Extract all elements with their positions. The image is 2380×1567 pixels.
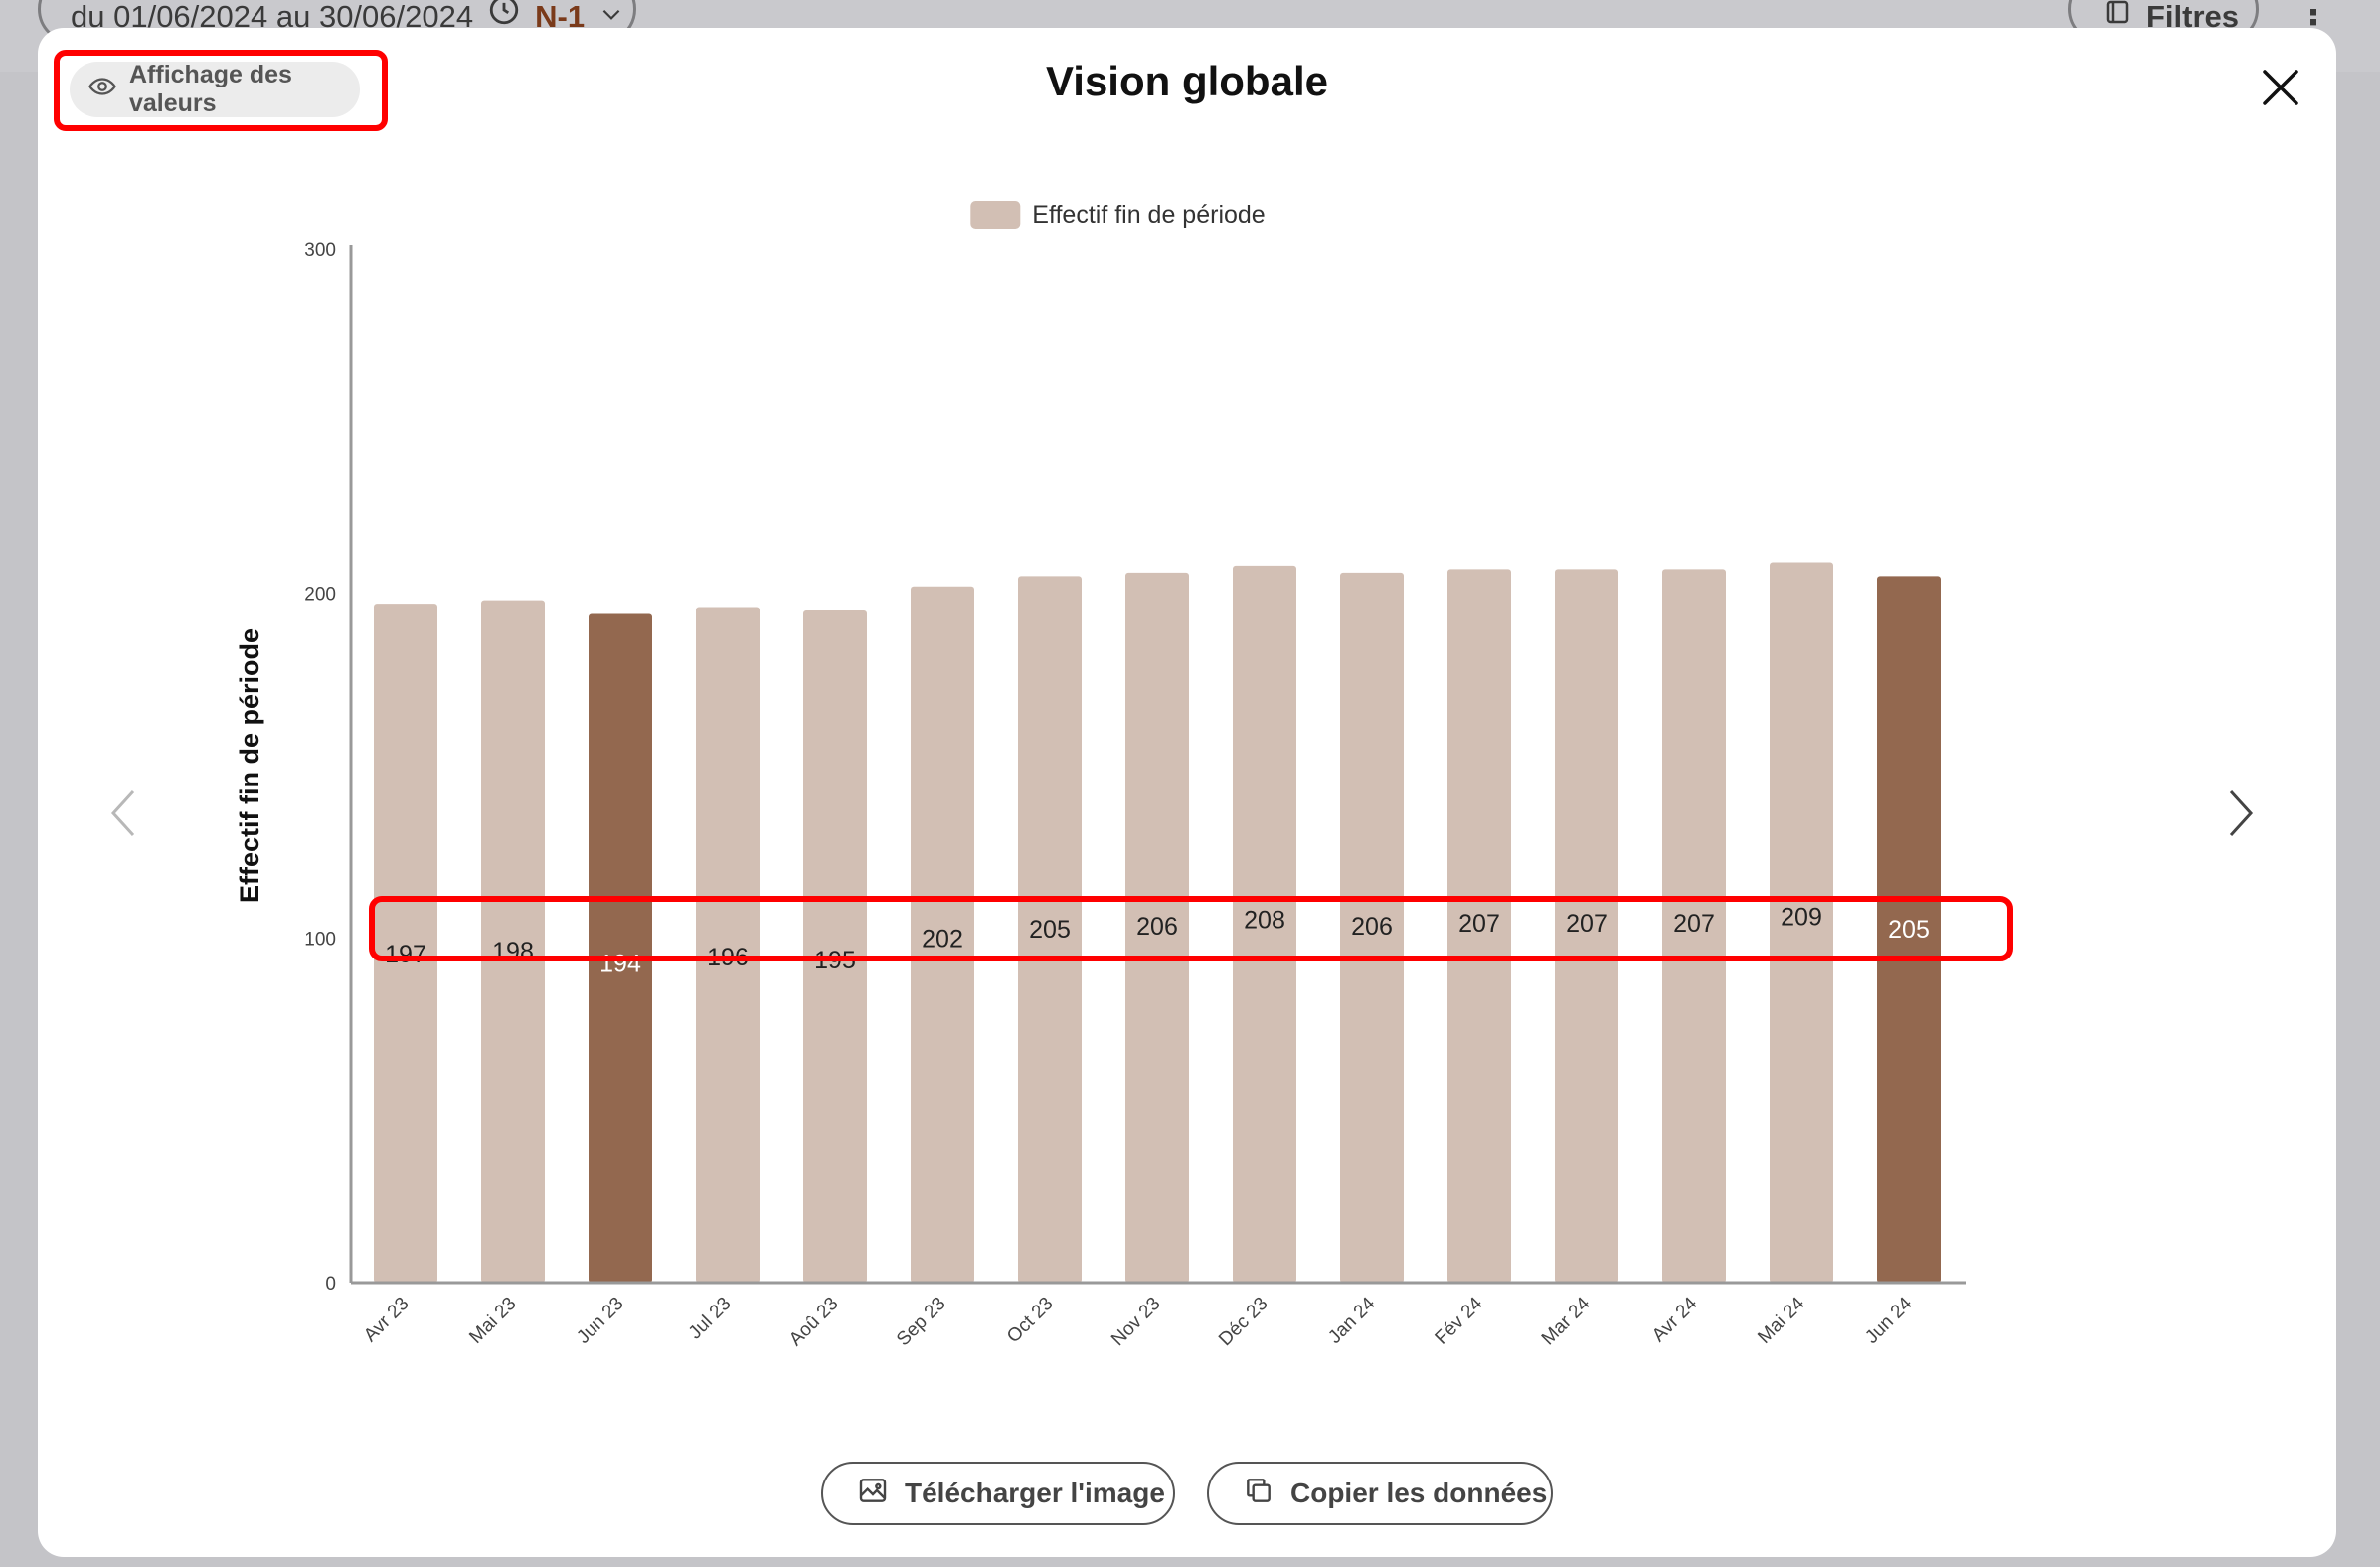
data-label: 207 [1566, 910, 1608, 938]
filter-icon [2103, 0, 2132, 35]
bar [1877, 576, 1941, 1283]
data-label: 202 [922, 925, 963, 953]
x-tick-label: Aoû 23 [785, 1294, 842, 1350]
bar [481, 600, 545, 1283]
chart-modal: Affichage des valeurs Vision globale Eff… [38, 28, 2336, 1557]
data-label: 197 [385, 941, 426, 968]
x-tick-label: Sep 23 [893, 1294, 949, 1350]
data-label: 207 [1458, 910, 1500, 938]
x-tick-label: Mar 24 [1538, 1293, 1595, 1349]
data-label: 205 [1029, 916, 1071, 944]
copy-data-label: Copier les données [1290, 1478, 1548, 1508]
image-icon [857, 1475, 889, 1513]
chevron-left-icon [110, 789, 135, 837]
date-range-selector[interactable]: du 01/06/2024 au 30/06/2024 N-1 [38, 0, 636, 44]
download-image-button[interactable]: Télécharger l'image [821, 1462, 1175, 1525]
x-tick-label: Mai 24 [1754, 1293, 1808, 1347]
x-tick-label: Jun 23 [573, 1294, 627, 1348]
data-label: 207 [1673, 910, 1715, 938]
close-button[interactable] [2255, 62, 2306, 113]
x-tick-label: Jun 24 [1861, 1293, 1916, 1347]
y-tick-label: 300 [304, 240, 336, 261]
data-label: 194 [599, 950, 641, 977]
bar-chart: Effectif fin de période Effectif fin de p… [235, 201, 2013, 1350]
values-display-toggle[interactable]: Affichage des valeurs [70, 61, 360, 117]
modal-title: Vision globale [1046, 58, 1328, 104]
y-tick-label: 0 [325, 1274, 336, 1295]
data-label: 206 [1351, 913, 1393, 941]
bar [696, 607, 760, 1283]
chevron-right-icon [2229, 789, 2254, 837]
bar [374, 604, 437, 1283]
data-label: 205 [1888, 916, 1930, 944]
download-image-label: Télécharger l'image [905, 1478, 1165, 1508]
bar [1340, 572, 1404, 1283]
x-tick-label: Avr 23 [360, 1294, 413, 1346]
copy-icon [1243, 1475, 1275, 1513]
bar [911, 586, 974, 1283]
data-label: 208 [1244, 907, 1285, 935]
copy-data-button[interactable]: Copier les données [1207, 1462, 1553, 1525]
data-label: 209 [1781, 904, 1822, 932]
bar [589, 613, 652, 1283]
y-tick-label: 200 [304, 585, 336, 606]
eye-icon [87, 72, 117, 108]
legend-label: Effectif fin de période [1032, 201, 1265, 229]
x-tick-label: Fév 24 [1432, 1293, 1487, 1348]
annotation-box-data-labels [369, 896, 2013, 961]
bar [1447, 569, 1511, 1283]
y-tick-label: 100 [304, 929, 336, 950]
data-label: 206 [1136, 913, 1178, 941]
clock-icon [487, 0, 521, 35]
next-chart-button[interactable] [2221, 784, 2261, 843]
x-tick-label: Jul 23 [685, 1294, 736, 1344]
x-tick-label: Déc 23 [1215, 1294, 1272, 1350]
x-tick-label: Mai 23 [465, 1294, 520, 1348]
x-tick-label: Oct 23 [1003, 1294, 1057, 1347]
bar [1770, 562, 1833, 1283]
chevron-down-icon [598, 0, 624, 35]
bar [1555, 569, 1618, 1283]
bar [803, 610, 867, 1283]
previous-chart-button[interactable] [103, 784, 143, 843]
bar [1233, 565, 1296, 1283]
x-tick-label: Jan 24 [1324, 1293, 1379, 1347]
values-display-label: Affichage des valeurs [129, 61, 292, 117]
y-axis-title: Effectif fin de période [235, 628, 264, 903]
x-tick-label: Avr 24 [1648, 1293, 1702, 1346]
legend-swatch [970, 201, 1021, 229]
bar [1662, 569, 1726, 1283]
close-icon [2263, 70, 2298, 105]
bar [1018, 576, 1082, 1283]
bar [1125, 572, 1189, 1283]
x-tick-label: Nov 23 [1107, 1294, 1164, 1350]
